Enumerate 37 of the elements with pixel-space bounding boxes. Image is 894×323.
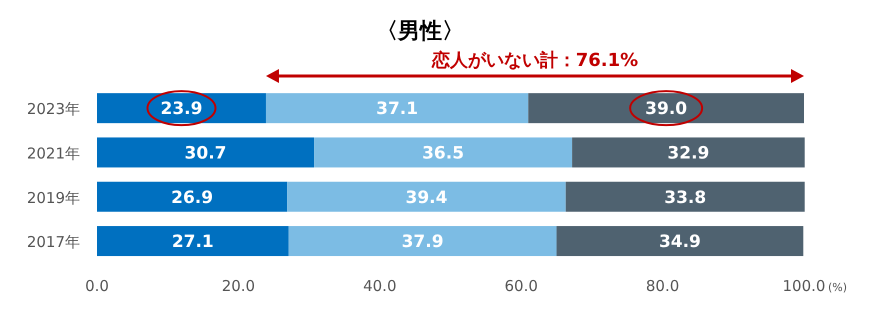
data-label: 32.9 (667, 143, 710, 164)
y-tick-label: 2017年 (26, 233, 80, 252)
data-label: 37.9 (402, 232, 444, 252)
x-tick-label: 100.0 (782, 277, 826, 295)
bar (556, 226, 804, 256)
bar (97, 182, 288, 212)
data-label: 37.1 (376, 99, 418, 120)
data-label: 39.4 (405, 188, 448, 208)
x-tick-label: 60.0 (504, 277, 538, 295)
bar (314, 137, 572, 168)
bar (566, 182, 805, 212)
x-tick-label: 80.0 (646, 277, 680, 295)
text: 恋人がいない計：76.1% (430, 50, 638, 71)
data-label: 23.9 (160, 99, 202, 120)
data-label: 36.5 (422, 143, 464, 164)
data-label: 26.9 (171, 188, 214, 208)
data-label: 30.7 (184, 143, 226, 164)
x-tick-label: 20.0 (222, 277, 256, 295)
bar (572, 137, 805, 168)
bar (288, 226, 557, 256)
x-axis-title: (%) (828, 281, 848, 294)
x-tick-label: 40.0 (363, 277, 397, 295)
data-label: 33.8 (664, 188, 706, 208)
bar (97, 226, 289, 256)
bar (287, 182, 566, 212)
data-label: 27.1 (172, 232, 214, 252)
bar (97, 137, 314, 168)
data-label: 34.9 (658, 232, 701, 252)
bar (266, 93, 528, 124)
bar (97, 93, 266, 124)
x-tick-label: 0.0 (85, 277, 109, 295)
chart-title: 〈男性〉 (376, 19, 464, 44)
y-tick-label: 2023年 (26, 100, 80, 118)
y-tick-label: 2019年 (26, 188, 80, 207)
y-tick-label: 2021年 (26, 144, 80, 162)
bar (528, 93, 804, 124)
data-label: 39.0 (645, 99, 688, 120)
